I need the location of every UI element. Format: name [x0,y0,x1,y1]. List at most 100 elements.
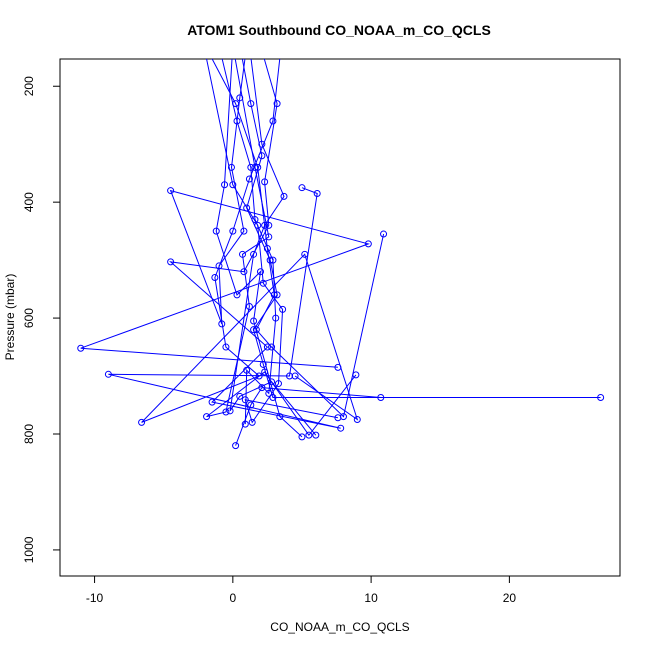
x-tick-label: 20 [503,591,517,605]
data-point [239,250,247,258]
data-point [298,184,306,192]
data-point [77,344,85,352]
data-point [286,372,294,380]
data-point [167,187,175,195]
y-axis-label: Pressure (mbar) [3,274,17,361]
y-tick-label: 600 [22,308,36,328]
data-point [337,424,345,432]
data-point [305,431,313,439]
profile-series [221,59,280,428]
data-point [138,418,146,426]
data-point [268,343,276,351]
data-point [241,396,249,404]
data-point [229,181,237,189]
profile-line [235,59,601,446]
data-point [353,416,361,424]
chart-title: ATOM1 Southbound CO_NOAA_m_CO_QCLS [187,22,491,38]
data-point [203,413,211,421]
data-point [597,393,605,401]
data-point [227,163,235,171]
data-point [240,227,248,235]
profile-series [232,59,605,450]
x-axis-label: CO_NOAA_m_CO_QCLS [270,620,409,634]
data-point [245,302,253,310]
data-point [250,317,258,325]
data-point [211,274,219,282]
data-point [261,221,269,229]
profile-series [226,59,320,439]
profile-series [212,59,306,441]
series-layer [77,59,605,450]
data-point [251,216,259,224]
data-point [380,230,388,238]
data-point [215,262,223,270]
data-point [263,343,271,351]
axis-ticks: -10 0 10 20 200 400 600 800 1000 [22,76,516,605]
profile-line [141,59,359,423]
data-point [226,407,234,415]
data-point [236,392,244,400]
data-point [274,380,282,388]
data-point [233,117,241,125]
data-point [251,163,259,171]
data-point [241,420,249,428]
data-point [272,314,280,322]
data-point [167,258,175,266]
data-point [276,413,284,421]
data-point [265,221,273,229]
data-point [250,250,258,258]
profile-line [206,59,338,424]
profile-line [215,59,303,438]
data-point [312,431,320,439]
profile-series [206,59,342,426]
data-point [298,433,306,441]
plot-area [59,58,621,577]
profile-series [203,59,360,439]
x-tick-label: 10 [364,591,378,605]
y-tick-label: 400 [22,192,36,212]
data-point [261,178,269,186]
y-tick-label: 200 [22,76,36,96]
data-point [232,442,240,450]
data-point [248,418,256,426]
data-point [247,401,255,409]
profile-line [80,59,370,368]
data-point [258,140,266,148]
data-point [208,398,216,406]
data-point [269,393,277,401]
data-point [269,117,277,125]
data-point [229,227,237,235]
profile-line [221,59,277,425]
y-tick-label: 1000 [22,536,36,563]
data-point [364,240,372,248]
profile-series [104,59,345,432]
data-point [334,414,342,422]
data-point [279,305,287,313]
data-point [256,268,264,276]
data-point [263,245,271,253]
data-point [247,163,255,171]
data-point [104,370,112,378]
data-point [254,221,262,229]
data-point [212,227,220,235]
data-point [247,100,255,108]
data-point [245,175,253,183]
data-point [269,256,277,264]
data-point [243,366,251,374]
data-point [273,100,281,108]
data-point [280,192,288,200]
data-point [265,233,273,241]
x-tick-label: 0 [229,591,236,605]
profile-line [108,59,341,429]
data-point [222,343,230,351]
y-tick-label: 800 [22,424,36,444]
data-point [233,291,241,299]
data-point [313,189,321,197]
profile-series [77,59,372,371]
data-point [265,389,273,397]
profile-line [229,59,317,436]
x-tick-label: -10 [86,591,104,605]
data-point [377,393,385,401]
data-point [259,279,267,287]
